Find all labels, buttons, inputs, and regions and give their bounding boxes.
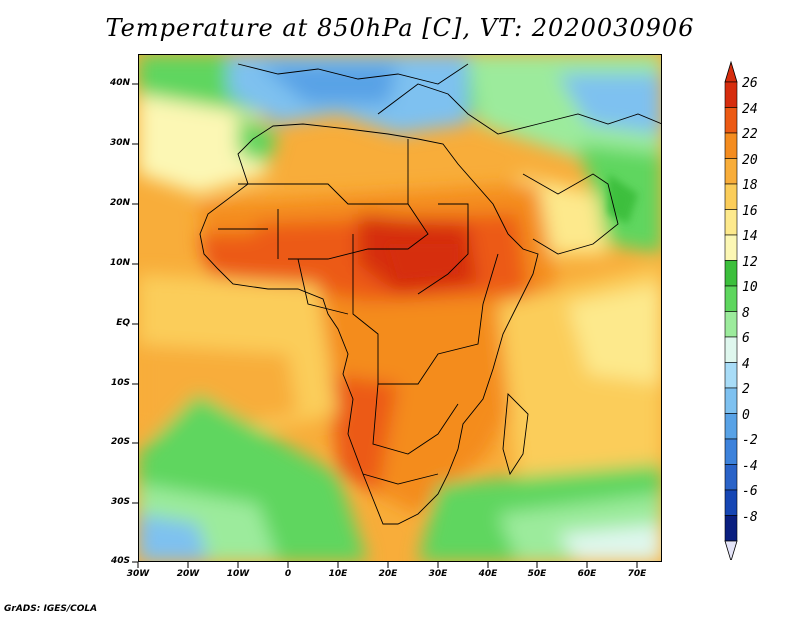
lon-label-30w: 30W	[126, 569, 150, 579]
lat-label-10n: 10N	[109, 258, 130, 268]
lat-label-30s: 30S	[110, 497, 130, 507]
colorbar-swatch	[724, 489, 738, 516]
colorbar-label: 26	[742, 76, 758, 91]
colorbar-label: 10	[742, 280, 758, 295]
colorbar-swatch	[724, 81, 738, 108]
lon-label-50e: 50E	[527, 569, 547, 579]
colorbar-swatch	[724, 107, 738, 134]
lon-label-0: 0	[284, 569, 292, 579]
colorbar-label: 4	[742, 356, 750, 372]
lat-label-40s: 40S	[110, 556, 130, 566]
colorbar-label: 6	[742, 331, 750, 346]
colorbar-label: -8	[742, 509, 758, 525]
footer-credit: GrADS: IGES/COLA	[4, 604, 98, 614]
colorbar-label: 2	[742, 382, 750, 397]
lon-label-10e: 10E	[328, 569, 348, 579]
temperature-map	[138, 54, 662, 562]
colorbar-label: 14	[742, 229, 758, 244]
colorbar-swatch	[724, 285, 738, 312]
lat-label-eq: EQ	[116, 318, 130, 328]
lon-label-60e: 60E	[577, 569, 597, 579]
colorbar-label: -6	[742, 484, 758, 499]
colorbar-top-arrow	[724, 60, 738, 83]
lat-label-40n: 40N	[109, 78, 130, 88]
colorbar-swatch	[724, 336, 738, 363]
colorbar-swatch	[724, 209, 738, 236]
lon-label-20e: 20E	[378, 569, 398, 579]
colorbar-swatch	[724, 132, 738, 159]
colorbar-swatch	[724, 438, 738, 465]
lon-label-30e: 30E	[428, 569, 448, 579]
colorbar-swatch	[724, 183, 738, 210]
lat-label-10s: 10S	[110, 378, 130, 388]
colorbar-label: -4	[742, 458, 758, 474]
colorbar-swatch	[724, 158, 738, 185]
lon-label-20w: 20W	[176, 569, 200, 579]
lon-label-10w: 10W	[226, 569, 250, 579]
colorbar-swatch	[724, 387, 738, 414]
colorbar-label: 18	[742, 178, 758, 193]
coastlines	[199, 63, 662, 525]
colorbar-label: 8	[742, 305, 750, 321]
colorbar-label: 22	[742, 127, 758, 142]
colorbar-label: 12	[742, 254, 758, 270]
map-border	[138, 54, 662, 562]
lat-label-30n: 30N	[109, 138, 130, 148]
lon-label-70e: 70E	[627, 569, 647, 579]
colorbar-swatch	[724, 515, 738, 542]
lat-label-20s: 20S	[110, 437, 130, 447]
map-title: Temperature at 850hPa [C], VT: 202003090…	[105, 14, 695, 42]
lon-label-40e: 40E	[478, 569, 498, 579]
colorbar-bottom-arrow	[724, 540, 738, 560]
colorbar-label: -2	[742, 433, 758, 448]
lat-label-20n: 20N	[109, 198, 130, 208]
colorbar	[724, 60, 738, 560]
colorbar-label: 24	[742, 101, 758, 117]
colorbar-swatch	[724, 464, 738, 491]
colorbar-label: 20	[742, 152, 758, 168]
colorbar-label: 16	[742, 203, 758, 219]
colorbar-swatch	[724, 413, 738, 440]
colorbar-swatch	[724, 311, 738, 338]
colorbar-swatch	[724, 362, 738, 389]
colorbar-swatch	[724, 234, 738, 261]
colorbar-swatch	[724, 260, 738, 287]
colorbar-label: 0	[742, 407, 750, 423]
